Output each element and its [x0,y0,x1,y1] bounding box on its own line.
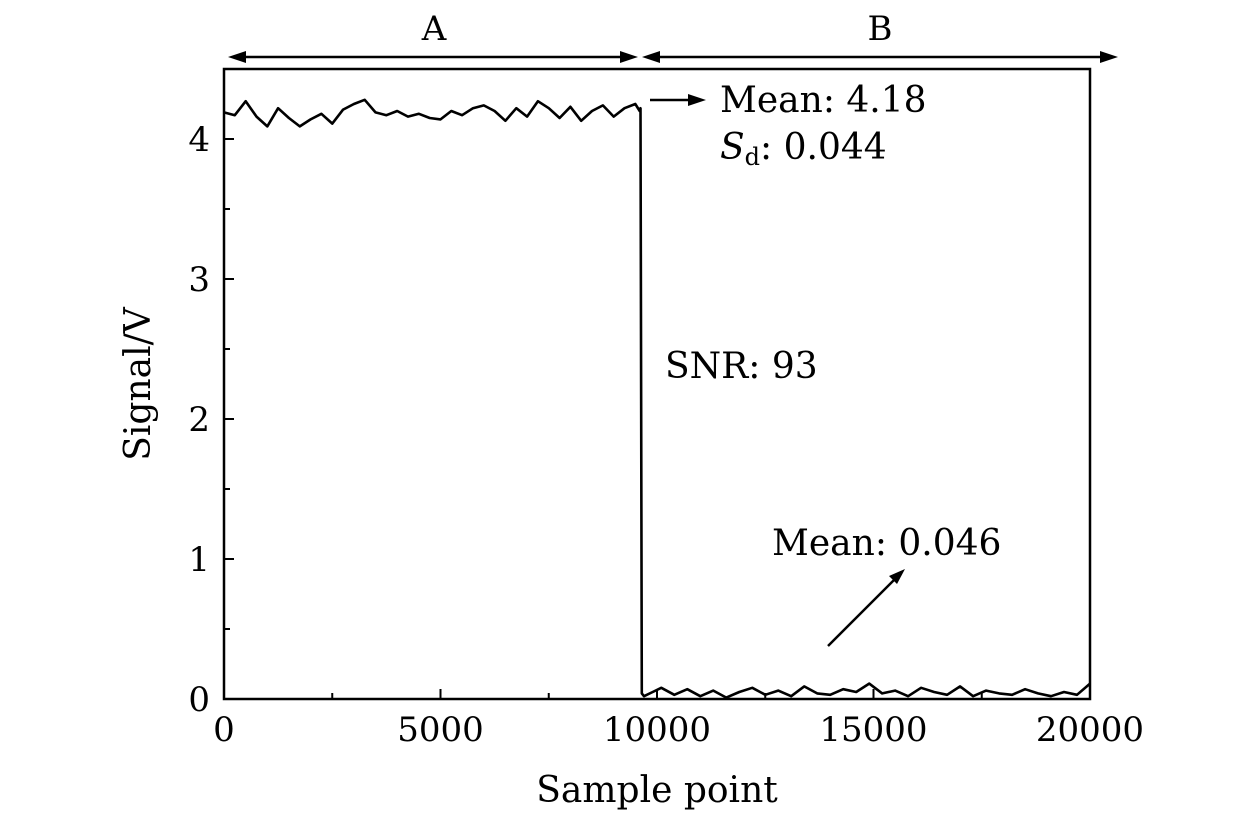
mean-b-annotation: Mean: 0.046 [772,523,1001,564]
plot-frame [222,67,1092,701]
mean-a-arrow [650,94,706,106]
region-b-label: B [868,9,893,49]
y-axis-tick-labels: 0 1 2 3 4 [188,120,210,720]
x-axis-title: Sample point [536,770,778,811]
x-tick-label: 15000 [819,710,927,750]
x-tick-label: 0 [213,710,235,750]
region-a-label: A [421,9,447,49]
y-axis-title: Signal/V [118,306,159,461]
sd-symbol: S [720,127,745,168]
sd-annotation: Sd: 0.044 [720,127,887,171]
region-a-arrow [228,51,638,63]
y-tick-label: 2 [188,400,210,440]
y-tick-label: 4 [188,120,210,160]
x-tick-label: 5000 [397,710,484,750]
x-tick-label: 10000 [603,710,711,750]
mean-b-arrow [827,569,905,647]
y-tick-label: 3 [188,260,210,300]
region-b-arrow [642,51,1118,63]
sd-value: : 0.044 [760,127,887,168]
mean-a-annotation: Mean: 4.18 [720,80,927,121]
snr-annotation: SNR: 93 [665,346,818,387]
y-axis-ticks [224,68,234,700]
y-tick-label: 0 [188,680,210,720]
x-tick-label: 20000 [1036,710,1144,750]
x-axis-tick-labels: 0 5000 10000 15000 20000 [213,710,1144,750]
y-tick-label: 1 [188,540,210,580]
series-line-signal [223,98,1091,699]
x-axis-ticks [223,689,1091,699]
sd-subscript: d [745,143,760,171]
